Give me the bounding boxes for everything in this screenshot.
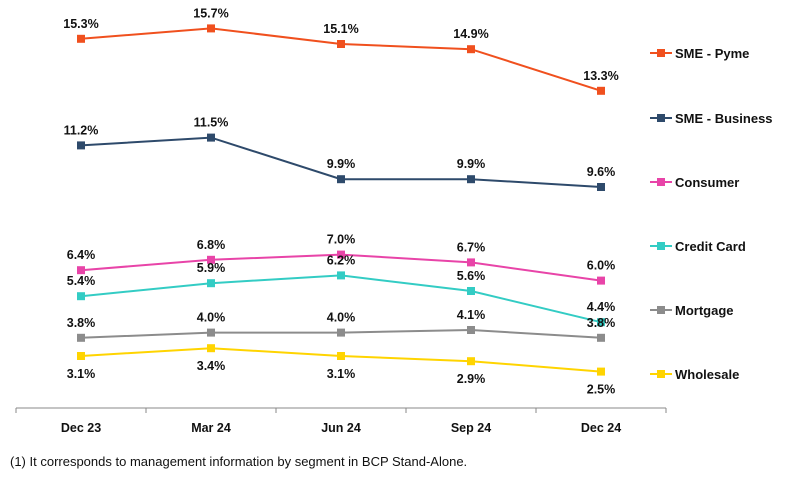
data-label: 15.7%	[193, 6, 228, 20]
legend-label-2: Consumer	[675, 175, 739, 190]
data-point	[337, 271, 345, 280]
data-label: 3.1%	[67, 367, 96, 381]
data-point	[207, 133, 215, 142]
data-point	[77, 141, 85, 150]
data-point	[467, 175, 475, 184]
data-label: 3.1%	[327, 367, 356, 381]
series-line-0	[80, 27, 602, 92]
data-label: 3.8%	[587, 316, 616, 330]
legend-marker-3	[657, 242, 665, 250]
data-label: 2.9%	[457, 372, 486, 386]
data-label: 9.9%	[327, 157, 356, 171]
data-label: 15.3%	[63, 17, 98, 31]
data-point	[597, 333, 605, 342]
legend-marker-2	[657, 178, 665, 186]
data-label: 3.8%	[67, 316, 96, 330]
data-point	[77, 34, 85, 43]
data-label: 6.2%	[327, 253, 356, 267]
data-point	[207, 24, 215, 33]
x-tick-label: Dec 24	[581, 421, 621, 435]
data-point	[597, 367, 605, 376]
data-point	[597, 183, 605, 191]
data-point	[597, 86, 605, 95]
data-label: 5.6%	[457, 269, 486, 283]
data-point	[207, 344, 215, 353]
data-label: 11.2%	[64, 123, 99, 137]
data-label: 11.5%	[194, 116, 229, 130]
data-label: 6.4%	[67, 248, 96, 262]
legend-label-3: Credit Card	[675, 239, 746, 254]
data-point	[467, 287, 475, 295]
footnote: (1) It corresponds to management informa…	[10, 454, 468, 469]
data-label: 5.9%	[197, 261, 226, 275]
legend-marker-1	[657, 114, 665, 122]
data-label: 5.4%	[67, 274, 96, 288]
x-tick-label: Mar 24	[191, 421, 231, 435]
data-point	[207, 255, 215, 264]
legend-label-0: SME - Pyme	[675, 46, 749, 61]
legend-marker-4	[657, 306, 665, 314]
data-point	[467, 357, 475, 366]
x-tick-label: Dec 23	[61, 421, 101, 435]
x-tick-label: Sep 24	[451, 421, 491, 435]
data-label: 4.0%	[197, 311, 226, 325]
data-label: 6.8%	[197, 238, 226, 252]
data-label: 3.4%	[197, 359, 226, 373]
legend-label-5: Wholesale	[675, 367, 739, 382]
data-label: 2.5%	[587, 383, 616, 397]
data-point	[77, 333, 85, 342]
data-point	[337, 250, 345, 259]
data-label: 7.0%	[327, 233, 356, 247]
legend-marker-5	[657, 370, 665, 378]
data-point	[77, 266, 85, 275]
data-point	[337, 40, 345, 48]
data-point	[207, 279, 215, 288]
legend-label-1: SME - Business	[675, 111, 773, 126]
data-label: 4.4%	[587, 300, 616, 314]
data-point	[337, 328, 345, 337]
data-label: 4.1%	[457, 308, 486, 322]
data-label: 9.9%	[457, 157, 486, 171]
data-point	[77, 352, 85, 360]
data-point	[467, 326, 475, 334]
data-label: 6.0%	[587, 259, 616, 273]
data-label: 14.9%	[453, 27, 488, 41]
data-point	[597, 276, 605, 285]
data-label: 13.3%	[583, 69, 618, 83]
data-point	[467, 258, 475, 267]
x-tick-label: Jun 24	[321, 421, 361, 435]
data-point	[207, 328, 215, 337]
data-point	[337, 175, 345, 184]
legend-label-4: Mortgage	[675, 303, 734, 318]
data-point	[467, 45, 475, 54]
data-point	[337, 352, 345, 360]
data-label: 15.1%	[323, 22, 358, 36]
legend-marker-0	[657, 49, 665, 57]
data-label: 6.7%	[457, 240, 486, 254]
data-point	[77, 292, 85, 301]
data-label: 9.6%	[587, 165, 616, 179]
data-label: 4.0%	[327, 311, 356, 325]
data-point	[597, 318, 605, 327]
